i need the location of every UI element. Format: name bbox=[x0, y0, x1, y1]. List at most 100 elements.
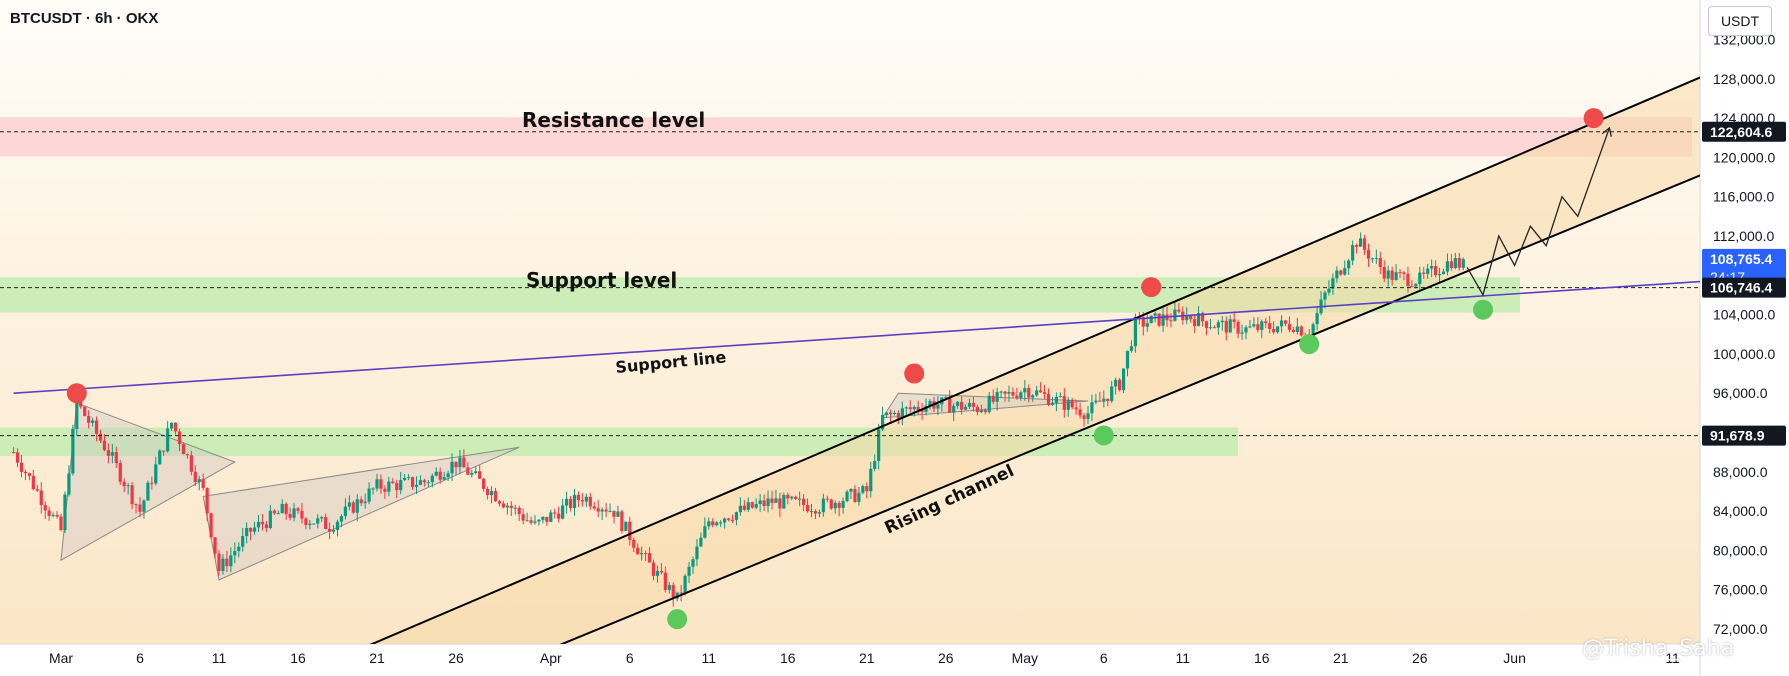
candle-body bbox=[1102, 398, 1106, 402]
candle-body bbox=[995, 392, 999, 402]
candle-body bbox=[300, 510, 304, 519]
candle-body bbox=[565, 498, 569, 506]
candle-body bbox=[632, 539, 636, 548]
candle-body bbox=[1311, 324, 1315, 340]
candle-body bbox=[861, 486, 865, 493]
candle-body bbox=[979, 410, 983, 413]
candle-body bbox=[1390, 270, 1394, 280]
candle-body bbox=[1011, 392, 1015, 396]
candle-body bbox=[122, 481, 126, 487]
candle-body bbox=[1406, 273, 1410, 286]
candle-body bbox=[644, 553, 648, 555]
symbol-title[interactable]: BTCUSDT · 6h · OKX bbox=[10, 10, 159, 27]
candle-body bbox=[1461, 259, 1465, 268]
candle-body bbox=[466, 467, 470, 475]
candle-body bbox=[324, 517, 328, 529]
candle-body bbox=[719, 522, 723, 524]
candle-body bbox=[762, 500, 766, 507]
candle-body bbox=[407, 477, 411, 479]
candle-body bbox=[296, 508, 300, 511]
candle-body bbox=[738, 505, 742, 513]
projection-path bbox=[1466, 128, 1609, 297]
candle-body bbox=[272, 510, 276, 514]
candle-body bbox=[367, 488, 371, 502]
candle-body bbox=[79, 401, 83, 407]
candle-body bbox=[260, 521, 265, 525]
candle-body bbox=[715, 522, 719, 526]
candle-body bbox=[1007, 392, 1011, 394]
x-tick-label: 26 bbox=[448, 650, 464, 666]
candle-body bbox=[1177, 309, 1181, 312]
candle-body bbox=[888, 412, 893, 415]
candle-body bbox=[1335, 270, 1339, 279]
candle-body bbox=[600, 509, 604, 512]
candle-body bbox=[813, 511, 818, 514]
candle-body bbox=[399, 480, 403, 491]
candle-body bbox=[774, 498, 778, 503]
candle-body bbox=[351, 502, 355, 513]
x-tick-label: 11 bbox=[702, 650, 717, 666]
candle-body bbox=[154, 464, 158, 484]
candles bbox=[12, 232, 1465, 607]
candle-body bbox=[497, 501, 502, 504]
candle-body bbox=[825, 498, 829, 500]
candle-body bbox=[308, 523, 312, 525]
candle-body bbox=[87, 416, 91, 423]
candle-body bbox=[355, 499, 359, 513]
y-tick-label: 80,000.0 bbox=[1713, 542, 1768, 558]
candle-body bbox=[1426, 268, 1430, 274]
author-watermark: @Trisha_Saha bbox=[1582, 636, 1735, 661]
candle-body bbox=[150, 482, 154, 484]
candle-body bbox=[1402, 272, 1406, 274]
candle-body bbox=[1351, 245, 1355, 261]
candle-body bbox=[1082, 415, 1086, 419]
candle-body bbox=[339, 516, 344, 522]
green-marker-7 bbox=[1299, 334, 1320, 355]
candle-body bbox=[1315, 313, 1319, 325]
green-marker-5 bbox=[667, 609, 688, 630]
currency-button[interactable]: USDT bbox=[1708, 6, 1772, 36]
candle-body bbox=[15, 452, 20, 463]
candle-body bbox=[284, 503, 288, 515]
candle-body bbox=[707, 521, 711, 527]
candle-body bbox=[1418, 272, 1422, 284]
candle-body bbox=[928, 401, 932, 406]
candle-body bbox=[596, 508, 600, 512]
candle-body bbox=[1129, 346, 1134, 351]
candle-body bbox=[170, 422, 174, 429]
candle-body bbox=[229, 555, 233, 567]
candle-body bbox=[1228, 319, 1232, 333]
candle-body bbox=[237, 546, 241, 552]
candle-body bbox=[521, 514, 525, 521]
red-marker-3 bbox=[1141, 277, 1162, 298]
x-tick-label: Jun bbox=[1503, 650, 1526, 666]
candle-body bbox=[1287, 323, 1292, 330]
candle-body bbox=[742, 505, 746, 510]
candle-body bbox=[1106, 398, 1110, 402]
x-tick-label: 16 bbox=[1254, 650, 1270, 666]
candle-body bbox=[181, 444, 186, 455]
y-tick-label: 120,000.0 bbox=[1713, 149, 1775, 165]
candle-body bbox=[51, 514, 55, 516]
candle-body bbox=[746, 502, 750, 510]
candle-body bbox=[118, 462, 122, 482]
candle-body bbox=[529, 520, 533, 523]
candle-body bbox=[857, 492, 861, 502]
candle-body bbox=[782, 494, 786, 509]
x-tick-label: 21 bbox=[859, 650, 875, 666]
candle-body bbox=[1410, 285, 1414, 287]
candle-body bbox=[347, 502, 351, 507]
candle-body bbox=[1039, 390, 1043, 393]
candle-body bbox=[920, 409, 924, 412]
candle-body bbox=[1220, 320, 1224, 323]
candle-body bbox=[588, 496, 592, 507]
candle-body bbox=[786, 494, 790, 499]
candle-body bbox=[63, 494, 67, 531]
candle-body bbox=[1173, 309, 1177, 321]
candle-body bbox=[537, 519, 541, 522]
candle-body bbox=[19, 462, 24, 472]
candle-body bbox=[430, 475, 434, 483]
candle-body bbox=[766, 498, 770, 507]
candle-body bbox=[328, 528, 332, 532]
